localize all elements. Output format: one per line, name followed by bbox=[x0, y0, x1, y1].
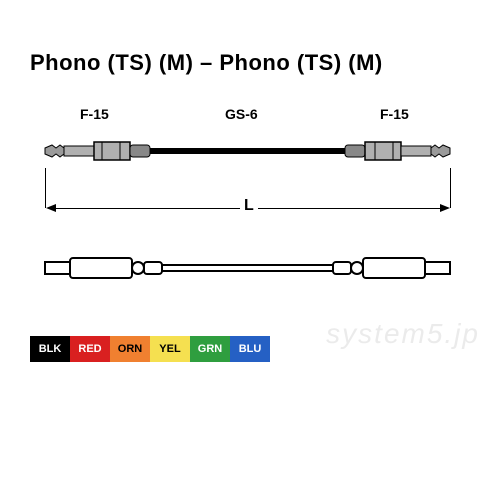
page-title: Phono (TS) (M) – Phono (TS) (M) bbox=[30, 50, 470, 76]
cable-side-view bbox=[30, 248, 470, 298]
label-cable-model: GS-6 bbox=[225, 106, 258, 122]
label-right-connector: F-15 bbox=[380, 106, 409, 122]
right-plug-icon bbox=[345, 142, 450, 160]
dim-ext-right bbox=[450, 168, 451, 208]
swatch-orn: ORN bbox=[110, 336, 150, 362]
cable-line bbox=[150, 148, 345, 154]
labels-top: F-15 GS-6 F-15 bbox=[30, 106, 470, 126]
color-swatches: BLK RED ORN YEL GRN BLU bbox=[30, 336, 470, 362]
cable-top-view bbox=[30, 131, 470, 191]
diagram-container: F-15 GS-6 F-15 bbox=[30, 106, 470, 306]
swatch-yel: YEL bbox=[150, 336, 190, 362]
dim-ext-left bbox=[45, 168, 46, 208]
swatch-red: RED bbox=[70, 336, 110, 362]
swatch-blk: BLK bbox=[30, 336, 70, 362]
dimension-line: L bbox=[30, 193, 470, 223]
dim-label-length: L bbox=[240, 197, 258, 215]
label-left-connector: F-15 bbox=[80, 106, 109, 122]
left-plug-icon bbox=[45, 142, 150, 160]
swatch-blu: BLU bbox=[230, 336, 270, 362]
swatch-grn: GRN bbox=[190, 336, 230, 362]
dim-arrow-right-icon bbox=[440, 204, 450, 212]
